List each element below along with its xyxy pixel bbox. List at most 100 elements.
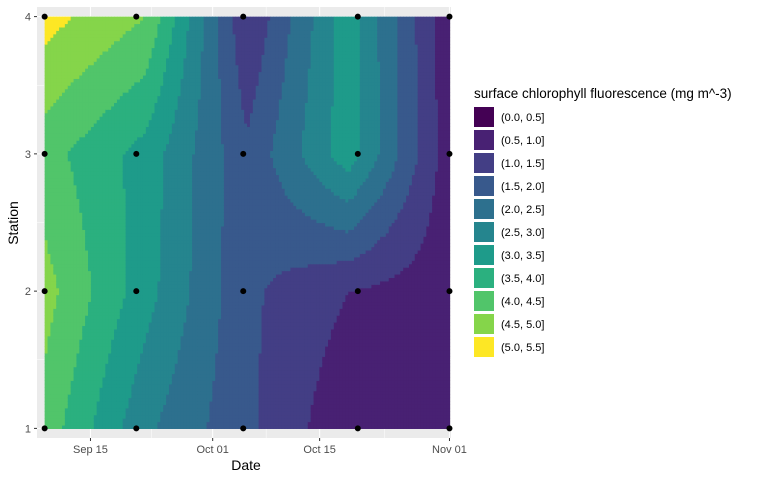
contour-cell	[59, 143, 63, 148]
contour-cell	[85, 198, 89, 203]
contour-cell	[67, 78, 72, 83]
contour-cell	[64, 126, 69, 131]
contour-cell	[56, 20, 60, 25]
contour-cell	[64, 20, 69, 25]
contour-cell	[85, 328, 89, 333]
contour-cell	[79, 37, 83, 42]
contour-cell	[88, 71, 92, 76]
contour-cell	[61, 88, 66, 93]
contour-cell	[44, 188, 49, 193]
contour-cell	[82, 23, 86, 28]
contour-cell	[82, 98, 86, 103]
contour-cell	[93, 260, 98, 265]
contour-cell	[76, 411, 80, 416]
contour-cell	[61, 23, 66, 28]
contour-cell	[76, 105, 80, 110]
contour-cell	[108, 143, 112, 148]
contour-cell	[111, 253, 115, 258]
contour-cell	[76, 414, 80, 419]
contour-cell	[90, 188, 95, 193]
contour-cell	[73, 50, 78, 55]
contour-cell	[93, 150, 98, 155]
contour-cell	[53, 222, 57, 227]
contour-cell	[44, 102, 49, 107]
contour-cell	[53, 287, 57, 292]
contour-cell	[61, 64, 66, 69]
contour-cell	[64, 116, 69, 121]
contour-cell	[105, 297, 109, 303]
contour-cell	[53, 346, 57, 351]
contour-cell	[61, 215, 66, 220]
contour-cell	[67, 92, 72, 97]
contour-cell	[99, 418, 104, 423]
contour-cell	[64, 23, 69, 28]
contour-cell	[96, 50, 101, 55]
contour-cell	[61, 339, 66, 344]
contour-cell	[56, 47, 60, 52]
contour-cell	[44, 171, 49, 176]
contour-cell	[82, 267, 86, 272]
contour-cell	[93, 421, 98, 426]
contour-cell	[53, 370, 57, 375]
contour-cell	[96, 98, 101, 103]
contour-cell	[64, 297, 69, 303]
contour-cell	[88, 95, 92, 100]
contour-cell	[111, 376, 115, 381]
contour-cell	[70, 414, 75, 419]
contour-cell	[102, 332, 106, 337]
contour-cell	[44, 260, 49, 265]
contour-cell	[44, 421, 49, 426]
contour-cell	[44, 239, 49, 244]
contour-cell	[73, 153, 78, 158]
contour-cell	[50, 373, 54, 378]
contour-cell	[67, 253, 72, 258]
contour-cell	[99, 322, 104, 327]
contour-cell	[44, 140, 49, 145]
contour-cell	[56, 92, 60, 97]
contour-cell	[76, 270, 80, 275]
contour-cell	[90, 129, 95, 134]
contour-cell	[53, 119, 57, 124]
contour-cell	[79, 267, 83, 272]
contour-cell	[47, 119, 52, 124]
contour-cell	[93, 352, 98, 357]
contour-cell	[61, 68, 66, 73]
contour-cell	[73, 236, 78, 241]
contour-cell	[61, 284, 66, 289]
contour-cell	[67, 133, 72, 138]
contour-cell	[53, 322, 57, 327]
contour-cell	[53, 88, 57, 93]
contour-cell	[53, 239, 57, 244]
contour-cell	[73, 160, 78, 165]
contour-cell	[85, 390, 89, 395]
contour-cell	[67, 71, 72, 76]
contour-cell	[67, 387, 72, 392]
contour-cell	[105, 363, 109, 368]
contour-cell	[50, 201, 54, 206]
contour-cell	[56, 74, 60, 79]
contour-cell	[102, 160, 106, 165]
contour-cell	[99, 133, 104, 138]
contour-cell	[111, 263, 115, 268]
contour-cell	[59, 318, 63, 323]
contour-cell	[99, 88, 104, 93]
contour-cell	[111, 270, 115, 275]
contour-cell	[76, 322, 80, 327]
contour-cell	[61, 143, 66, 148]
contour-cell	[111, 184, 115, 189]
contour-cell	[93, 359, 98, 364]
contour-cell	[99, 140, 104, 145]
contour-cell	[59, 260, 63, 265]
contour-cell	[70, 366, 75, 371]
contour-cell	[108, 195, 112, 200]
contour-cell	[53, 380, 57, 385]
contour-cell	[53, 397, 57, 402]
contour-cell	[96, 267, 101, 272]
contour-cell	[88, 304, 92, 309]
contour-cell	[105, 294, 109, 299]
contour-cell	[105, 81, 109, 86]
contour-cell	[82, 147, 86, 152]
contour-cell	[73, 105, 78, 110]
contour-cell	[105, 394, 109, 399]
contour-cell	[93, 57, 98, 62]
